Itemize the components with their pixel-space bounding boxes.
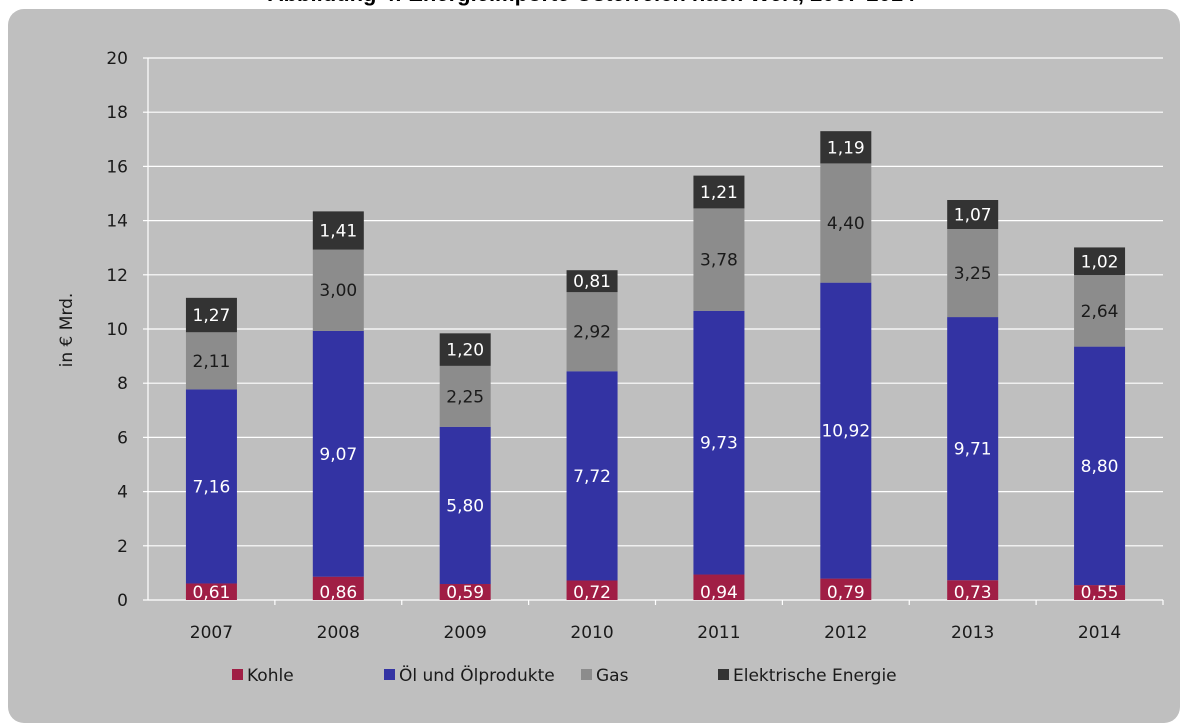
data-label: 1,27 <box>193 306 231 326</box>
data-label: 3,25 <box>954 264 992 284</box>
bar-segment <box>185 332 237 390</box>
bar-segment <box>820 131 872 164</box>
data-label: 8,80 <box>1081 457 1119 477</box>
legend-swatch <box>718 669 729 680</box>
data-label: 2,11 <box>193 352 231 372</box>
data-label: 0,79 <box>827 583 865 603</box>
y-tick-label: 18 <box>106 103 128 123</box>
bar-segment <box>566 371 618 581</box>
y-tick-label: 10 <box>106 320 128 340</box>
bar-segment <box>566 580 618 600</box>
bar-segment <box>439 333 491 366</box>
bar-segment <box>439 365 491 427</box>
y-axis-label: in € Mrd. <box>57 293 77 368</box>
legend-swatch <box>232 669 243 680</box>
x-tick-label: 2008 <box>317 623 360 643</box>
data-label: 0,86 <box>319 583 357 603</box>
data-label: 0,72 <box>573 583 611 603</box>
bar-segment <box>439 584 491 600</box>
legend-label: Öl und Ölprodukte <box>399 664 555 686</box>
data-label: 4,40 <box>827 214 865 234</box>
legend-label: Gas <box>596 666 629 686</box>
x-tick-label: 2012 <box>824 623 867 643</box>
data-label: 1,41 <box>319 221 357 241</box>
legend-label: Elektrische Energie <box>733 666 897 686</box>
bar-segment <box>693 310 745 575</box>
data-label: 1,20 <box>446 341 484 361</box>
data-labels: 0,61 7,16 2,11 1,27 0,86 9,07 3,00 1,41 0,59 5,80… <box>193 138 1119 603</box>
bar-segment <box>185 389 237 584</box>
bar-segment <box>185 297 237 333</box>
bar-segment <box>312 211 364 250</box>
data-label: 7,16 <box>193 477 231 497</box>
bar-segment <box>947 200 999 230</box>
data-label: 3,78 <box>700 251 738 271</box>
bar-segment <box>566 292 618 372</box>
y-tick-label: 8 <box>117 374 128 394</box>
data-label: 0,94 <box>700 583 738 603</box>
y-tick-label: 0 <box>117 591 128 611</box>
gridlines <box>148 57 1163 547</box>
data-label: 9,71 <box>954 440 992 460</box>
y-tick-label: 14 <box>106 212 128 232</box>
legend-swatch <box>384 669 395 680</box>
bar-segment <box>947 229 999 318</box>
bar-segment <box>947 580 999 600</box>
axes: 0 2 4 6 8 10 12 14 16 18 20 2007 2008 2009 2010 2011 201… <box>106 49 1164 643</box>
data-label: 9,73 <box>700 434 738 454</box>
x-tick-label: 2009 <box>444 623 487 643</box>
x-tick-label: 2011 <box>697 623 740 643</box>
chart-title: Abbildung 4: Energieimporte Österreich n… <box>0 0 1183 11</box>
bar-segment <box>1074 585 1126 600</box>
bar-segment <box>1074 346 1126 586</box>
data-label: 3,00 <box>319 281 357 301</box>
bar-segment <box>693 574 745 600</box>
data-label: 0,81 <box>573 272 611 292</box>
bar-segment <box>439 426 491 585</box>
data-label: 0,59 <box>446 583 484 603</box>
bar-segment <box>947 317 999 581</box>
data-label: 9,07 <box>319 445 357 465</box>
data-label: 0,55 <box>1081 583 1119 603</box>
bar-segment <box>312 249 364 331</box>
data-label: 10,92 <box>821 422 870 442</box>
y-tick-label: 20 <box>106 49 128 69</box>
bar-segment <box>820 282 872 579</box>
bar-segment <box>185 583 237 600</box>
bar-segment <box>820 578 872 600</box>
data-label: 0,61 <box>193 583 231 603</box>
bar-segment <box>820 163 872 283</box>
bar-segment <box>1074 247 1126 276</box>
x-tick-label: 2007 <box>190 623 233 643</box>
bar-segment <box>566 270 618 293</box>
data-label: 1,19 <box>827 138 865 158</box>
data-label: 2,25 <box>446 387 484 407</box>
data-label: 7,72 <box>573 467 611 487</box>
data-label: 1,02 <box>1081 252 1119 272</box>
data-label: 0,73 <box>954 583 992 603</box>
bar-segment <box>312 576 364 600</box>
data-label: 2,92 <box>573 323 611 343</box>
legend-label: Kohle <box>247 666 294 686</box>
y-tick-label: 16 <box>106 157 128 177</box>
y-tick-label: 2 <box>117 537 128 557</box>
x-tick-label: 2013 <box>951 623 994 643</box>
bar-segment <box>693 208 745 311</box>
data-label: 1,07 <box>954 206 992 226</box>
y-tick-label: 6 <box>117 428 128 448</box>
bar-segment <box>312 330 364 577</box>
bar-segment <box>693 175 745 209</box>
y-tick-label: 4 <box>117 483 128 503</box>
data-label: 1,21 <box>700 183 738 203</box>
data-label: 5,80 <box>446 496 484 516</box>
legend-swatch <box>581 669 592 680</box>
data-label: 2,64 <box>1081 302 1119 322</box>
x-tick-label: 2010 <box>570 623 613 643</box>
bar-segment <box>1074 275 1126 347</box>
x-tick-label: 2014 <box>1078 623 1121 643</box>
y-tick-label: 12 <box>106 266 128 286</box>
legend: Kohle Öl und Ölprodukte Gas Elektrische Ene… <box>232 664 897 686</box>
bars <box>185 131 1126 600</box>
